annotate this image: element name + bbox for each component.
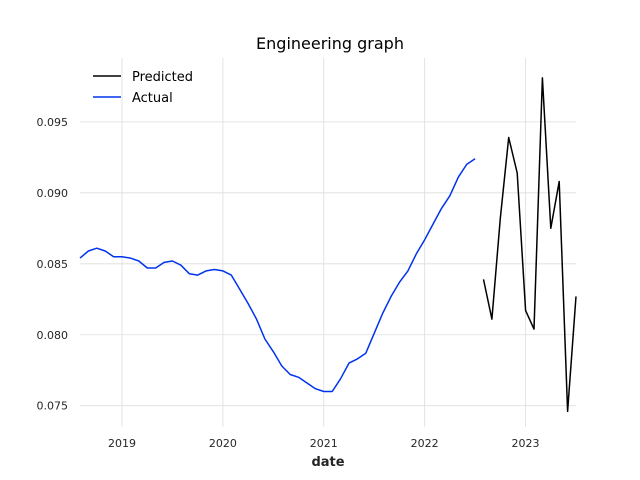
y-tick-label: 0.090 — [37, 187, 69, 200]
tick-labels: 2019 2020 2021 2022 2023 0.075 0.080 0.085 0.090… — [37, 116, 540, 450]
grid — [80, 58, 576, 427]
x-tick-label: 2022 — [411, 437, 439, 450]
x-tick-label: 2021 — [310, 437, 338, 450]
y-tick-label: 0.085 — [37, 258, 69, 271]
y-tick-label: 0.095 — [37, 116, 69, 129]
y-tick-label: 0.075 — [37, 400, 69, 413]
legend-label-predicted: Predicted — [132, 70, 193, 85]
x-axis-label: date — [311, 455, 344, 470]
series-line-predicted — [482, 77, 577, 413]
legend: Predicted Actual — [93, 70, 193, 106]
series-line-actual — [79, 158, 476, 393]
legend-label-actual: Actual — [132, 91, 173, 106]
y-tick-label: 0.080 — [37, 329, 69, 342]
series-lines — [79, 77, 577, 413]
x-tick-label: 2023 — [512, 437, 540, 450]
x-tick-label: 2019 — [108, 437, 136, 450]
x-tick-label: 2020 — [209, 437, 237, 450]
chart-title: Engineering graph — [256, 34, 404, 53]
